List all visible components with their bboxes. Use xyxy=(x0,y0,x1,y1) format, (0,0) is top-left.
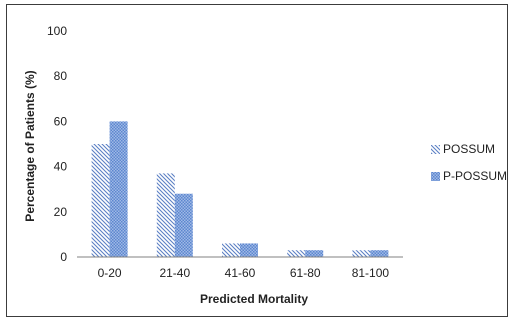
bar-p-possum-21-40 xyxy=(174,193,193,257)
bar-chart: 0 20 40 60 80 100 0-20 21-40 41-60 61-80 81-100 P… xyxy=(23,24,507,306)
y-tick-label: 20 xyxy=(54,205,68,219)
bar-p-possum-0-20 xyxy=(109,121,128,258)
bar-p-possum-41-60 xyxy=(240,243,258,257)
x-axis-ticks: 0-20 21-40 41-60 61-80 81-100 xyxy=(98,266,390,280)
y-axis-title: Percentage of Patients (%) xyxy=(23,70,37,221)
bar-possum-81-100 xyxy=(352,250,371,257)
x-axis-title: Predicted Mortality xyxy=(200,292,308,306)
chart-frame: 0 20 40 60 80 100 0-20 21-40 41-60 61-80 81-100 P… xyxy=(6,4,508,317)
bar-p-possum-81-100 xyxy=(370,250,389,257)
legend-label: POSSUM xyxy=(443,142,495,156)
bar-possum-61-80 xyxy=(287,250,306,257)
legend-label: P-POSSUM xyxy=(443,169,507,183)
y-tick-label: 100 xyxy=(47,24,67,38)
x-tick-label: 21-40 xyxy=(159,266,190,280)
x-tick-label: 61-80 xyxy=(290,266,321,280)
y-tick-label: 80 xyxy=(54,69,68,83)
y-tick-label: 40 xyxy=(54,160,68,174)
y-axis-ticks: 0 20 40 60 80 100 xyxy=(47,24,67,264)
legend-swatch-possum xyxy=(431,145,440,154)
y-tick-label: 60 xyxy=(54,114,68,128)
x-tick-label: 81-100 xyxy=(352,266,390,280)
legend-swatch-p-possum xyxy=(431,172,440,181)
bars xyxy=(91,121,389,258)
bar-possum-0-20 xyxy=(91,144,110,257)
legend: POSSUM P-POSSUM xyxy=(431,142,507,183)
y-tick-label: 0 xyxy=(60,250,67,264)
bar-possum-21-40 xyxy=(156,173,175,257)
bar-possum-41-60 xyxy=(222,243,240,257)
x-tick-label: 41-60 xyxy=(225,266,256,280)
bar-p-possum-61-80 xyxy=(305,250,324,257)
x-tick-label: 0-20 xyxy=(98,266,122,280)
